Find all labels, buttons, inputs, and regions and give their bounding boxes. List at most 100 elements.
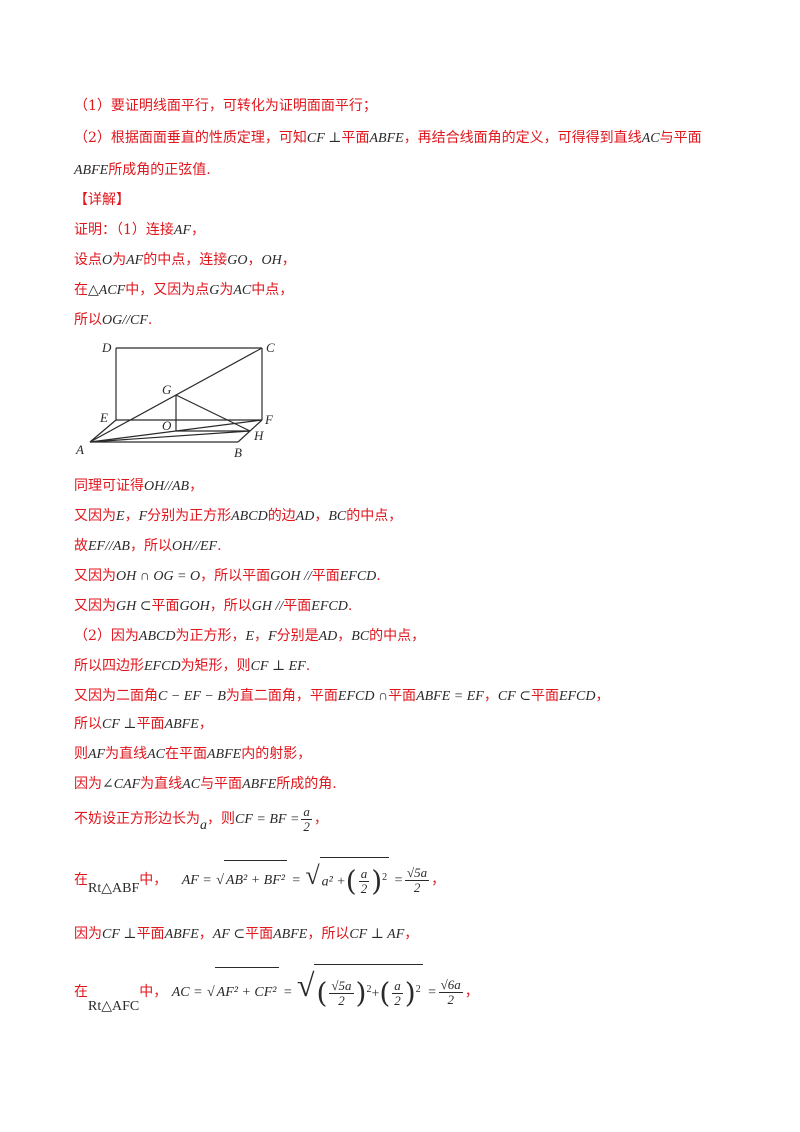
text: ， xyxy=(404,926,419,942)
text: 又因为 xyxy=(74,598,116,614)
text: 中，又因为点 xyxy=(125,282,210,298)
line-3: ABFE所成角的正弦值. xyxy=(74,160,211,181)
text: 分别为正方形 xyxy=(147,508,232,524)
math: BC xyxy=(328,509,347,524)
text: 中， xyxy=(139,984,168,1000)
text: ，所以 xyxy=(307,926,350,942)
math: Rt△AFC xyxy=(88,999,140,1014)
math: OH//EF xyxy=(172,539,218,554)
label-E: E xyxy=(99,410,108,425)
text: . xyxy=(305,658,311,674)
text: 为矩形，则 xyxy=(180,658,251,674)
text: 为 xyxy=(112,252,127,268)
text: . xyxy=(147,312,153,328)
text: 中点， xyxy=(251,282,294,298)
text: （1）要证明线面平行，可转化为证明面面平行； xyxy=(74,98,377,114)
text: 平面 xyxy=(136,716,165,732)
line-9: 同理可证得OH//AB， xyxy=(74,476,203,497)
paren: ( xyxy=(379,976,391,1010)
text: ， xyxy=(189,478,204,494)
text: ， xyxy=(313,811,328,827)
numerator: a xyxy=(301,803,312,820)
math: CF ⊂ xyxy=(497,689,531,704)
text: 又因为 xyxy=(74,568,116,584)
math: E xyxy=(116,509,125,524)
math: ABCD xyxy=(231,509,268,524)
line-4-heading: 【详解】 xyxy=(74,190,130,210)
text: 同理可证得 xyxy=(74,478,144,494)
math: a xyxy=(200,818,207,833)
line-22: 因为CF ⊥平面ABFE，AF ⊂平面ABFE，所以CF ⊥ AF， xyxy=(74,924,418,945)
text: 的中点， xyxy=(369,628,426,644)
geometry-figure: D C G E F O H A B xyxy=(75,340,275,460)
text: 所成角的正弦值. xyxy=(108,162,211,178)
math: OG//CF xyxy=(102,313,148,328)
math: EFCD xyxy=(558,689,596,704)
line-20: 不妨设正方形边长为a，则CF = BF = a 2， xyxy=(74,804,328,835)
line-23: 在Rt△AFC中， AC = √ AF² + CF² = √(√5a 2)2+(a 2… xyxy=(74,960,479,1020)
math: AD xyxy=(295,509,315,524)
text: 在平面 xyxy=(165,746,207,762)
text: 证明：（1）连接 xyxy=(74,222,174,238)
paren: ( xyxy=(316,976,328,1010)
text: 又因为 xyxy=(74,508,116,524)
text: ， xyxy=(198,716,213,732)
math: AF xyxy=(88,747,106,762)
math: △ACF xyxy=(88,283,126,298)
math: AF ⊂ xyxy=(212,927,246,942)
text: 又因为二面角 xyxy=(74,688,158,704)
text: 的中点，连接 xyxy=(143,252,228,268)
math: BC xyxy=(351,629,370,644)
text: 不妨设正方形边长为 xyxy=(74,811,200,827)
text: （2）因为 xyxy=(74,628,139,644)
text: 则 xyxy=(74,746,88,762)
text: ， xyxy=(281,252,296,268)
paren: ) xyxy=(355,976,367,1010)
exponent: 2 xyxy=(366,984,372,996)
text: 平面 xyxy=(151,598,180,614)
math: = xyxy=(291,873,301,888)
text: ， xyxy=(124,508,139,524)
math: CF ⊥ EF xyxy=(250,659,306,674)
math: EFCD xyxy=(144,659,181,674)
math: GO xyxy=(227,253,248,268)
math: CF = BF = xyxy=(235,812,300,827)
text: 平面 xyxy=(136,926,165,942)
text: ，则 xyxy=(207,811,235,827)
text: 为正方形， xyxy=(175,628,246,644)
radicand: AF² + CF² xyxy=(214,966,279,1018)
sqrt-symbol-large: √ xyxy=(296,967,315,1003)
math: GOH xyxy=(179,599,210,614)
line-21: 在Rt△ABF中， AF = √ AB² + BF² = √ a² +(a 2)2 =… xyxy=(74,856,445,903)
radicand-large: (√5a 2)2+(a 2)2 xyxy=(314,964,423,1020)
paren: ( xyxy=(345,864,357,898)
label-A: A xyxy=(75,442,84,457)
text: 在 xyxy=(74,282,88,298)
text: 为直线 xyxy=(140,776,183,792)
text: 的边 xyxy=(267,508,296,524)
fraction: √6a 2 xyxy=(438,977,463,1007)
math: EF//AB xyxy=(88,539,130,554)
math: = xyxy=(427,985,437,1000)
text: 设点 xyxy=(74,252,102,268)
math: F xyxy=(138,509,148,524)
text: 平面 xyxy=(245,926,274,942)
text: ， xyxy=(191,222,206,238)
text: 平面 xyxy=(341,130,370,146)
math: G xyxy=(209,283,220,298)
numerator: √5a xyxy=(329,978,354,995)
text: 平面 xyxy=(530,688,559,704)
paren: ) xyxy=(371,864,383,898)
denominator: 2 xyxy=(413,879,421,895)
math: CF ⊥ xyxy=(306,131,342,146)
line-1: （1）要证明线面平行，可转化为证明面面平行； xyxy=(74,96,377,116)
line-12: 又因为OH ∩ OG = O，所以平面GOH //平面EFCD. xyxy=(74,566,381,587)
line-8: 所以OG//CF. xyxy=(74,310,152,331)
edge-AH xyxy=(89,430,251,443)
math: OH ∩ OG = O xyxy=(116,569,201,584)
math: AC xyxy=(641,131,660,146)
math: AC = xyxy=(171,985,203,1000)
numerator: √5a xyxy=(405,864,430,881)
text: 平面 xyxy=(311,568,340,584)
